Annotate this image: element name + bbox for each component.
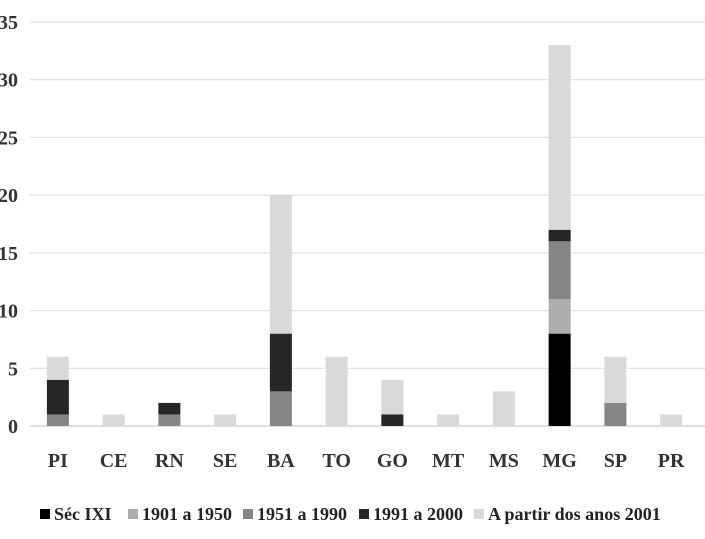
legend-swatch (40, 509, 50, 519)
y-tick-label: 30 (0, 70, 18, 92)
x-axis-categories: PI CE RN SE BA TO GO MT MS MG SP PR (48, 450, 685, 472)
x-tick-label: MT (432, 450, 465, 472)
bar-segment (548, 333, 571, 426)
bars (46, 45, 683, 426)
x-tick-label: PR (658, 450, 685, 472)
bar-segment (325, 356, 348, 426)
bar-segment (269, 333, 292, 392)
x-tick-label: MS (489, 450, 519, 472)
bar-segment (604, 356, 627, 403)
bar-segment (158, 414, 181, 426)
x-tick-label: SP (604, 450, 627, 472)
bar-segment (548, 45, 571, 230)
legend-label: Séc IXI (54, 504, 112, 524)
legend-label: 1951 a 1990 (257, 504, 347, 524)
y-tick-label: 5 (8, 358, 18, 380)
y-axis-ticks: 0 5 10 15 20 25 30 35 (0, 12, 18, 438)
bar-segment (548, 241, 571, 300)
x-tick-label: SE (213, 450, 237, 472)
x-tick-label: GO (377, 450, 408, 472)
y-tick-label: 0 (8, 416, 18, 438)
legend-label: 1991 a 2000 (373, 504, 463, 524)
legend-label: 1901 a 1950 (142, 504, 232, 524)
x-tick-label: PI (48, 450, 68, 472)
bar-segment (102, 414, 125, 426)
bar-segment (46, 414, 69, 426)
x-tick-label: MG (542, 450, 577, 472)
bar-segment (46, 379, 69, 415)
x-tick-label: BA (267, 450, 295, 472)
y-tick-label: 25 (0, 127, 18, 149)
y-tick-label: 20 (0, 185, 18, 207)
bar-segment (660, 414, 683, 426)
bar-segment (381, 379, 404, 415)
bar-segment (46, 356, 69, 380)
legend-label: A partir dos anos 2001 (488, 504, 661, 524)
gridlines (30, 21, 705, 427)
legend: Séc IXI 1901 a 1950 1951 a 1990 1991 a 2000… (40, 504, 661, 524)
legend-swatch (243, 509, 253, 519)
bar-segment (269, 391, 292, 426)
bar-segment (269, 195, 292, 334)
y-tick-label: 10 (0, 301, 18, 323)
legend-swatch (128, 509, 138, 519)
legend-swatch (474, 509, 484, 519)
bar-segment (158, 402, 181, 415)
x-tick-label: CE (100, 450, 128, 472)
x-tick-label: RN (155, 450, 184, 472)
y-tick-label: 35 (0, 12, 18, 34)
bar-segment (548, 299, 571, 334)
bar-segment (381, 414, 404, 426)
legend-swatch (359, 509, 369, 519)
bar-segment (437, 414, 460, 426)
bar-segment (214, 414, 237, 426)
bar-segment (604, 402, 627, 426)
bar-segment (492, 391, 515, 426)
y-tick-label: 15 (0, 243, 18, 265)
x-tick-label: TO (322, 450, 351, 472)
bar-segment (548, 229, 571, 242)
